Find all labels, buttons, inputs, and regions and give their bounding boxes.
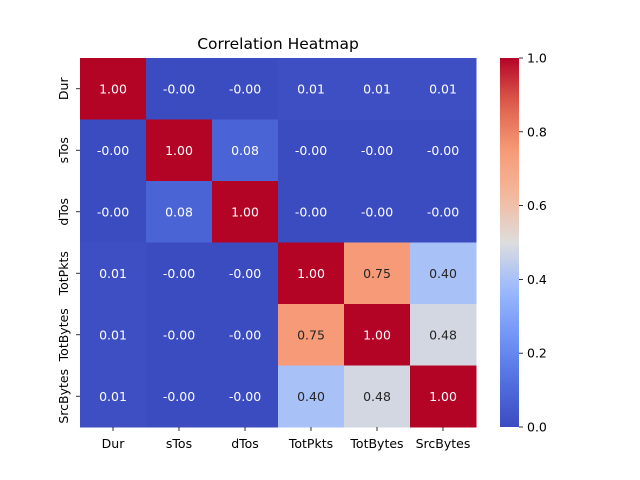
cell-value-label: 0.48 [429, 327, 457, 342]
heatmap-cells: 1.00 -0.00 -0.00 0.01 0.01 0.01 -0.00 1.00 0.08 -… [80, 58, 477, 428]
heatmap-cell [212, 304, 279, 366]
colorbar-tick-label: 1.0 [527, 51, 547, 66]
colorbar-tick-label: 0.4 [527, 272, 547, 287]
cell-value-label: 1.00 [429, 389, 457, 404]
heatmap-cell [80, 242, 147, 305]
x-tick-label: Dur [102, 436, 126, 451]
colorbar-tick-label: 0.2 [527, 346, 547, 361]
cell-value-label: 1.00 [231, 204, 259, 219]
colorbar-gradient [500, 58, 519, 427]
cell-value-label: 0.01 [99, 327, 127, 342]
colorbar-tick-label: 0.0 [527, 420, 547, 435]
heatmap-cell [146, 119, 213, 182]
cell-value-label: -0.00 [97, 204, 129, 219]
heatmap-cell [278, 58, 345, 120]
heatmap-cell [212, 242, 279, 305]
heatmap-cell [212, 365, 279, 428]
cell-value-label: 0.01 [297, 81, 325, 96]
x-tick-label: SrcBytes [416, 436, 471, 451]
cell-value-label: -0.00 [361, 143, 393, 158]
heatmap-cell [80, 119, 147, 182]
cell-value-label: 1.00 [363, 327, 391, 342]
cell-value-label: -0.00 [97, 143, 129, 158]
y-tick-label: TotBytes [56, 308, 71, 362]
cell-value-label: -0.00 [163, 81, 195, 96]
y-tick-label: TotPkts [56, 251, 71, 296]
cell-value-label: 0.01 [429, 81, 457, 96]
heatmap-cell [146, 365, 213, 428]
colorbar-tick-label: 0.6 [527, 198, 547, 213]
heatmap-cell [410, 119, 477, 182]
chart-title: Correlation Heatmap [197, 35, 359, 53]
cell-value-label: 0.01 [99, 389, 127, 404]
cell-value-label: 0.01 [99, 266, 127, 281]
heatmap-cell [410, 304, 477, 366]
x-axis: Dur sTos dTos TotPkts TotBytes SrcBytes [102, 427, 471, 451]
heatmap-cell [146, 181, 213, 243]
heatmap-cell [212, 119, 279, 182]
heatmap-cell [80, 304, 147, 366]
cell-value-label: -0.00 [229, 389, 261, 404]
heatmap-cell [212, 58, 279, 120]
cell-value-label: -0.00 [229, 327, 261, 342]
cell-value-label: -0.00 [427, 204, 459, 219]
cell-value-label: -0.00 [163, 327, 195, 342]
cell-value-label: 0.08 [165, 204, 193, 219]
heatmap-cell [146, 58, 213, 120]
heatmap-cell [146, 242, 213, 305]
y-tick-label: dTos [56, 198, 71, 226]
cell-value-label: 0.40 [297, 389, 325, 404]
cell-value-label: 0.75 [363, 266, 391, 281]
y-axis: Dur sTos dTos TotPkts TotBytes SrcBytes [56, 77, 80, 424]
cell-value-label: -0.00 [229, 266, 261, 281]
cell-value-label: 1.00 [297, 266, 325, 281]
cell-value-label: -0.00 [427, 143, 459, 158]
heatmap-cell [80, 365, 147, 428]
cell-value-label: 0.08 [231, 143, 259, 158]
y-tick-label: sTos [56, 137, 71, 163]
cell-value-label: -0.00 [229, 81, 261, 96]
heatmap-cell [278, 304, 345, 366]
heatmap-cell [344, 58, 411, 120]
heatmap-cell [344, 365, 411, 428]
heatmap-cell [278, 242, 345, 305]
cell-value-label: 0.40 [429, 266, 457, 281]
cell-value-label: -0.00 [295, 204, 327, 219]
x-tick-label: TotBytes [349, 436, 403, 451]
x-tick-label: TotPkts [288, 436, 333, 451]
heatmap-cell [410, 58, 477, 120]
heatmap-cell [410, 365, 477, 428]
cell-value-label: 0.01 [363, 81, 391, 96]
heatmap-cell [278, 365, 345, 428]
cell-value-label: -0.00 [295, 143, 327, 158]
heatmap-cell [344, 181, 411, 243]
heatmap-cell [212, 181, 279, 243]
colorbar-tick-label: 0.8 [527, 124, 547, 139]
cell-value-label: 0.48 [363, 389, 391, 404]
heatmap-cell [80, 58, 147, 120]
heatmap-cell [344, 119, 411, 182]
cell-value-label: -0.00 [163, 266, 195, 281]
y-tick-label: Dur [56, 77, 71, 101]
cell-value-label: 0.75 [297, 327, 325, 342]
x-tick-label: sTos [166, 436, 192, 451]
heatmap-cell [344, 304, 411, 366]
heatmap-cell [410, 181, 477, 243]
cell-value-label: -0.00 [361, 204, 393, 219]
cell-value-label: -0.00 [163, 389, 195, 404]
heatmap-cell [278, 181, 345, 243]
heatmap-cell [80, 181, 147, 243]
x-tick-label: dTos [231, 436, 259, 451]
y-tick-label: SrcBytes [56, 369, 71, 424]
heatmap-cell [344, 242, 411, 305]
cell-value-label: 1.00 [165, 143, 193, 158]
heatmap-cell [146, 304, 213, 366]
heatmap-cell [278, 119, 345, 182]
cell-value-label: 1.00 [99, 81, 127, 96]
heatmap-cell [410, 242, 477, 305]
colorbar: 0.0 0.2 0.4 0.6 0.8 1.0 [500, 51, 547, 435]
